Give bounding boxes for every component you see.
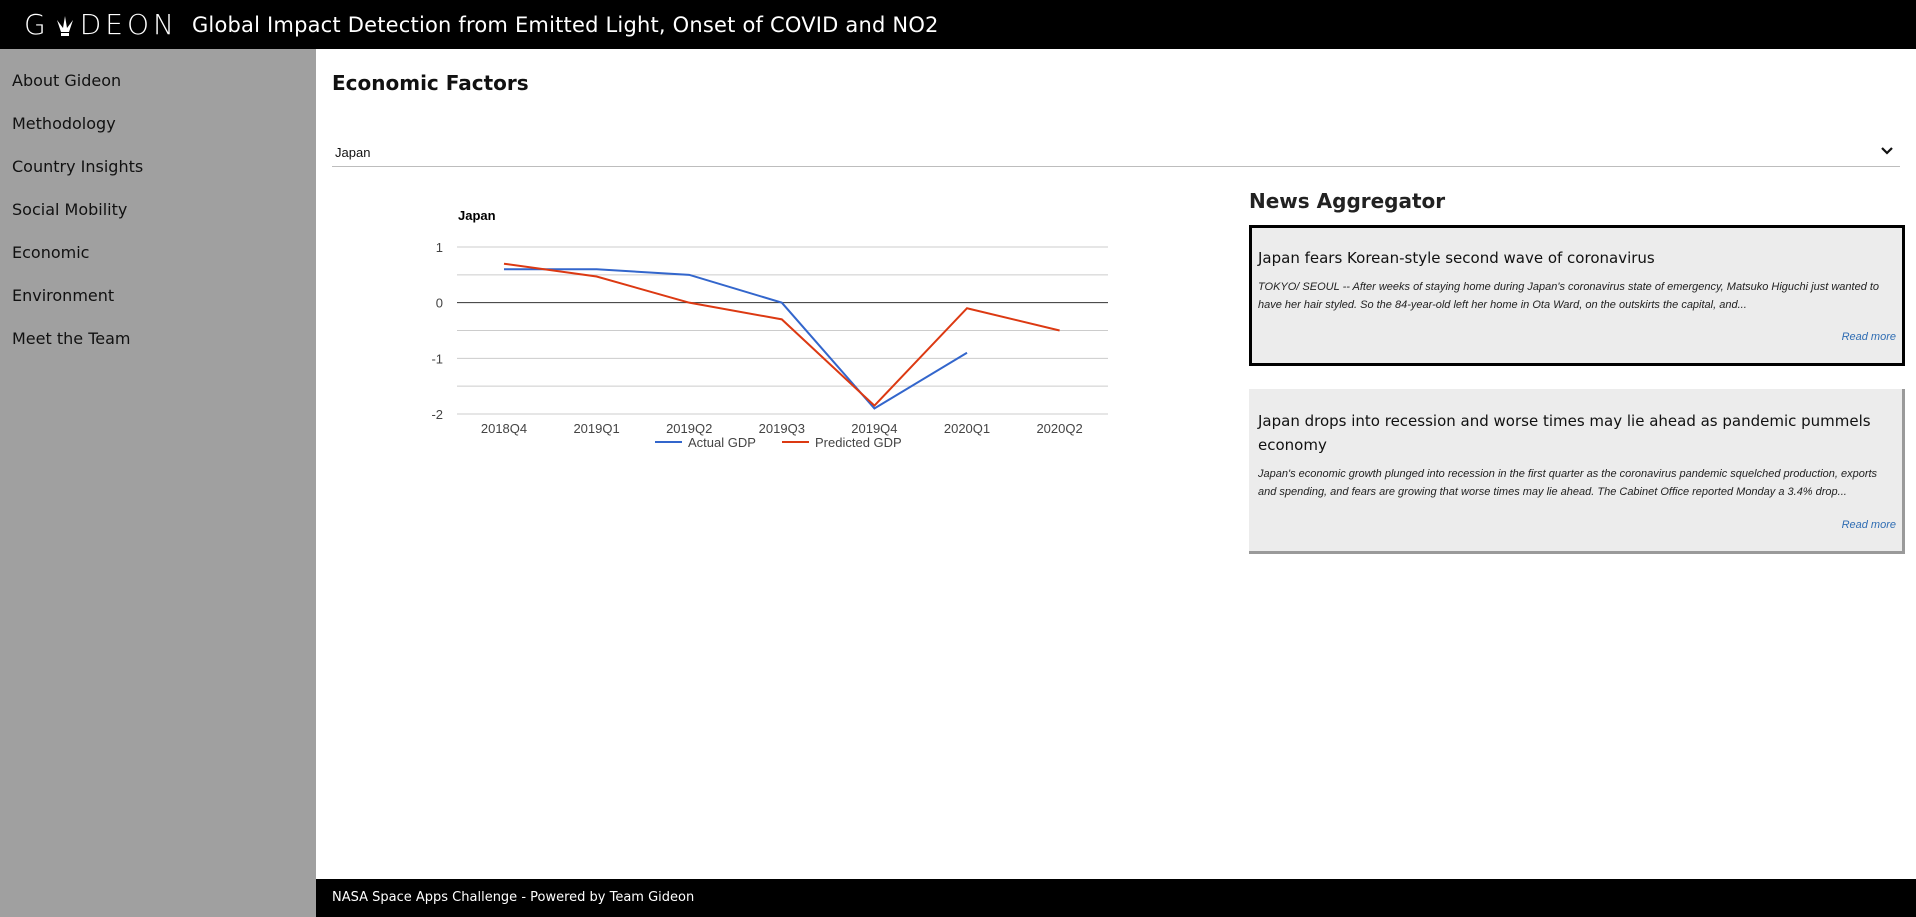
footer: NASA Space Apps Challenge - Powered by T… xyxy=(316,879,1916,917)
main-content: Economic Factors Japan Japan 1 0 -1 -2 2018… xyxy=(316,49,1916,879)
logo-text-left: G xyxy=(24,8,50,41)
news-card: Japan fears Korean-style second wave of … xyxy=(1249,225,1905,366)
sidebar: About Gideon Methodology Country Insight… xyxy=(0,49,316,917)
chevron-down-icon xyxy=(1881,147,1893,155)
x-tick-label: 2020Q1 xyxy=(944,421,990,436)
x-tick-label: 2019Q3 xyxy=(759,421,805,436)
sidebar-item-about[interactable]: About Gideon xyxy=(12,71,122,90)
legend-label: Actual GDP xyxy=(688,435,756,450)
y-tick-label: -2 xyxy=(431,407,443,422)
sidebar-item-methodology[interactable]: Methodology xyxy=(12,114,116,133)
sidebar-item-economic[interactable]: Economic xyxy=(12,243,90,262)
chart-gridlines xyxy=(457,246,1108,415)
sidebar-item-environment[interactable]: Environment xyxy=(12,286,115,305)
chart-y-ticks: 1 0 -1 -2 xyxy=(431,240,443,422)
gideon-logo[interactable]: G DEON xyxy=(24,8,178,41)
x-tick-label: 2019Q1 xyxy=(573,421,619,436)
legend-label: Predicted GDP xyxy=(815,435,902,450)
news-excerpt: Japan's economic growth plunged into rec… xyxy=(1258,468,1878,498)
x-tick-label: 2018Q4 xyxy=(481,421,527,436)
sidebar-item-team[interactable]: Meet the Team xyxy=(12,329,131,348)
chart-series xyxy=(503,262,1060,410)
y-tick-label: 0 xyxy=(436,296,443,311)
x-tick-label: 2019Q2 xyxy=(666,421,712,436)
news-excerpt: TOKYO/ SEOUL -- After weeks of staying h… xyxy=(1258,281,1880,311)
news-title: Japan fears Korean-style second wave of … xyxy=(1258,249,1655,267)
news-heading: News Aggregator xyxy=(1249,189,1446,213)
y-tick-label: 1 xyxy=(436,240,443,255)
sidebar-item-social-mobility[interactable]: Social Mobility xyxy=(12,200,128,219)
top-bar: G DEON Global Impact Detection from Emit… xyxy=(0,0,1916,49)
page-title: Economic Factors xyxy=(332,71,529,95)
news-card: Japan drops into recession and worse tim… xyxy=(1249,389,1905,554)
country-select[interactable]: Japan xyxy=(332,137,1900,167)
news-title: Japan drops into recession and worse tim… xyxy=(1258,412,1871,454)
chart-legend: Actual GDP Predicted GDP xyxy=(655,435,902,450)
read-more-link[interactable]: Read more xyxy=(1841,519,1896,531)
gdp-line-chart: Japan 10-1-2 2018Q4 2019Q1 2019Q2 2019Q3 201… xyxy=(431,208,1108,450)
y-tick-label: -1 xyxy=(431,351,443,366)
logo-leaf-icon xyxy=(56,15,73,36)
series-line-1 xyxy=(503,262,1060,408)
chart-title: Japan xyxy=(458,208,496,223)
country-select-value: Japan xyxy=(335,145,371,160)
logo-text-right: DEON xyxy=(79,8,178,41)
read-more-link[interactable]: Read more xyxy=(1841,331,1896,343)
app-title: Global Impact Detection from Emitted Lig… xyxy=(191,12,939,37)
series-line-0 xyxy=(504,268,968,410)
x-tick-label: 2019Q4 xyxy=(851,421,897,436)
x-tick-label: 2020Q2 xyxy=(1036,421,1082,436)
chart-x-ticks: 2018Q4 2019Q1 2019Q2 2019Q3 2019Q4 2020Q1 2020… xyxy=(481,421,1083,436)
sidebar-item-country-insights[interactable]: Country Insights xyxy=(12,157,144,176)
